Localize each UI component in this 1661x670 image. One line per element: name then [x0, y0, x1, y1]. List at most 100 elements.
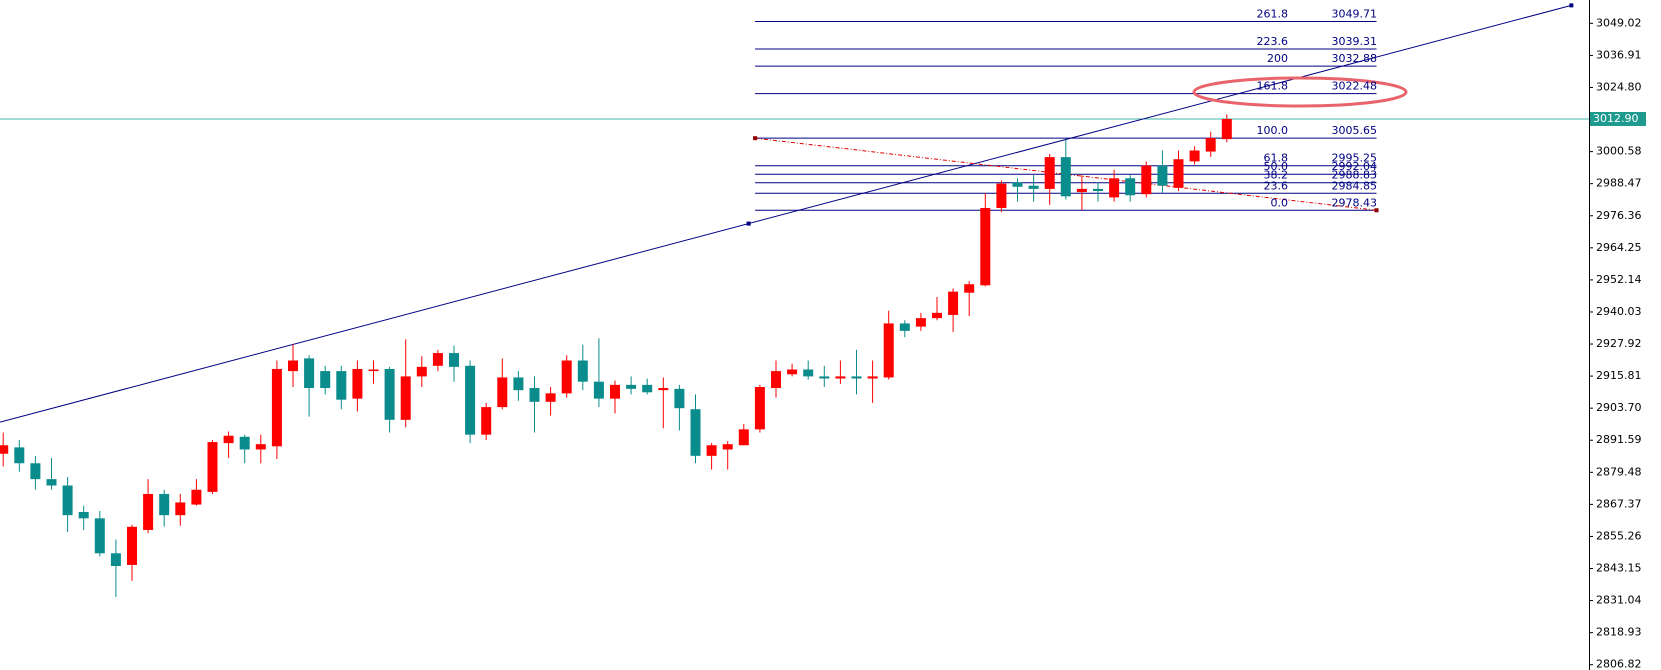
- trendline: [0, 4, 1572, 423]
- trendline-anchor: [1569, 3, 1574, 8]
- candle-body: [1044, 157, 1055, 189]
- candle-body: [738, 429, 749, 446]
- candle-body: [288, 360, 298, 372]
- y-tick-label: 2903.70: [1596, 401, 1642, 414]
- candle-body: [1189, 150, 1200, 162]
- candle-body: [432, 353, 443, 366]
- y-tick-label: 3000.58: [1596, 145, 1642, 158]
- y-tick-label: 2855.26: [1596, 529, 1642, 542]
- candle-body: [384, 368, 395, 420]
- candle-body: [465, 365, 476, 435]
- candle-body: [110, 553, 121, 567]
- candle-body: [642, 384, 653, 393]
- candle-body: [1076, 188, 1087, 193]
- candle-body: [239, 436, 250, 450]
- candle-body: [352, 368, 363, 399]
- fib-level-label: 100.0: [1257, 124, 1289, 137]
- fib-level-label: 161.8: [1257, 80, 1289, 93]
- candle-body: [577, 360, 588, 382]
- y-tick-label: 2831.04: [1596, 594, 1642, 607]
- candle-body: [996, 183, 1007, 208]
- candle-body: [175, 502, 186, 516]
- candle-body: [127, 526, 137, 565]
- candle-body: [771, 371, 781, 389]
- candle-body: [948, 291, 959, 315]
- fib-price-label: 2992.04: [1332, 160, 1378, 173]
- y-tick-label: 2915.81: [1596, 369, 1642, 382]
- candle-body: [626, 384, 637, 389]
- candle-body: [593, 381, 604, 399]
- fib-price-label: 3039.31: [1332, 35, 1378, 48]
- candle-body: [529, 388, 540, 402]
- fib-level-label: 61.8: [1264, 152, 1289, 165]
- fib-level-label: 261.8: [1257, 8, 1289, 21]
- candle-body: [915, 318, 926, 327]
- fib-price-label: 3005.65: [1332, 124, 1378, 137]
- candle-body: [1109, 178, 1120, 198]
- candle-body: [610, 384, 620, 399]
- fib-price-label: 2978.43: [1332, 196, 1378, 209]
- candle-body: [754, 386, 765, 430]
- fib-price-label: 3049.71: [1332, 8, 1378, 21]
- candle-body: [449, 353, 459, 367]
- candle-body: [1205, 138, 1216, 152]
- candle-body: [835, 376, 846, 379]
- candle-body: [304, 358, 315, 389]
- candle-body: [658, 388, 669, 391]
- candle-body: [1221, 118, 1232, 140]
- candle-body: [497, 377, 508, 408]
- fib-anchor: [753, 136, 758, 141]
- y-tick-label: 2940.03: [1596, 305, 1642, 318]
- candle-body: [1028, 185, 1039, 189]
- y-tick-label: 2818.93: [1596, 626, 1642, 639]
- candle-body: [803, 369, 814, 377]
- last-price-label: 3012.90: [1593, 112, 1639, 125]
- candle-body: [1060, 157, 1071, 197]
- candle-body: [883, 323, 894, 378]
- highlight-ellipse: [1192, 76, 1408, 108]
- candle-body: [819, 376, 830, 379]
- candle-body: [561, 360, 572, 394]
- candle-body: [964, 284, 975, 293]
- candle-body: [481, 407, 492, 435]
- candle-body: [62, 485, 73, 516]
- candle-body: [690, 409, 701, 456]
- candle-body: [1125, 178, 1136, 196]
- y-tick-label: 2806.82: [1596, 658, 1642, 670]
- candle-body: [1173, 159, 1184, 188]
- y-tick-label: 2927.92: [1596, 337, 1642, 350]
- candle-body: [30, 463, 41, 480]
- fib-price-label: 3032.88: [1332, 52, 1378, 65]
- candle-body: [336, 371, 347, 400]
- candle-body: [78, 511, 89, 519]
- candle-body: [899, 323, 910, 331]
- candle-body: [851, 376, 862, 379]
- fib-level-label: 23.6: [1264, 179, 1289, 192]
- candle-body: [255, 444, 266, 450]
- fib-level-label: 50.0: [1264, 160, 1289, 173]
- candle-body: [1012, 182, 1023, 187]
- candle-body: [159, 493, 170, 516]
- y-tick-label: 2879.48: [1596, 465, 1642, 478]
- candle-body: [545, 393, 556, 402]
- fib-anchor: [1374, 208, 1379, 213]
- candle-body: [207, 442, 218, 492]
- y-tick-label: 3024.80: [1596, 80, 1642, 93]
- candle-body: [722, 444, 733, 450]
- last-price-box: [1590, 111, 1646, 126]
- candle-body: [980, 207, 991, 286]
- candle-body: [0, 445, 9, 454]
- fib-price-label: 2984.85: [1332, 179, 1378, 192]
- candle-body: [706, 445, 717, 456]
- fib-price-label: 2995.25: [1332, 152, 1378, 165]
- candle-body: [867, 376, 878, 379]
- candle-body: [14, 447, 25, 464]
- y-tick-label: 2891.59: [1596, 433, 1642, 446]
- fib-level-label: 0.0: [1271, 196, 1289, 209]
- candle-body: [94, 518, 105, 554]
- candle-body: [223, 435, 234, 444]
- y-tick-label: 3036.91: [1596, 48, 1642, 61]
- candle-body: [368, 369, 379, 372]
